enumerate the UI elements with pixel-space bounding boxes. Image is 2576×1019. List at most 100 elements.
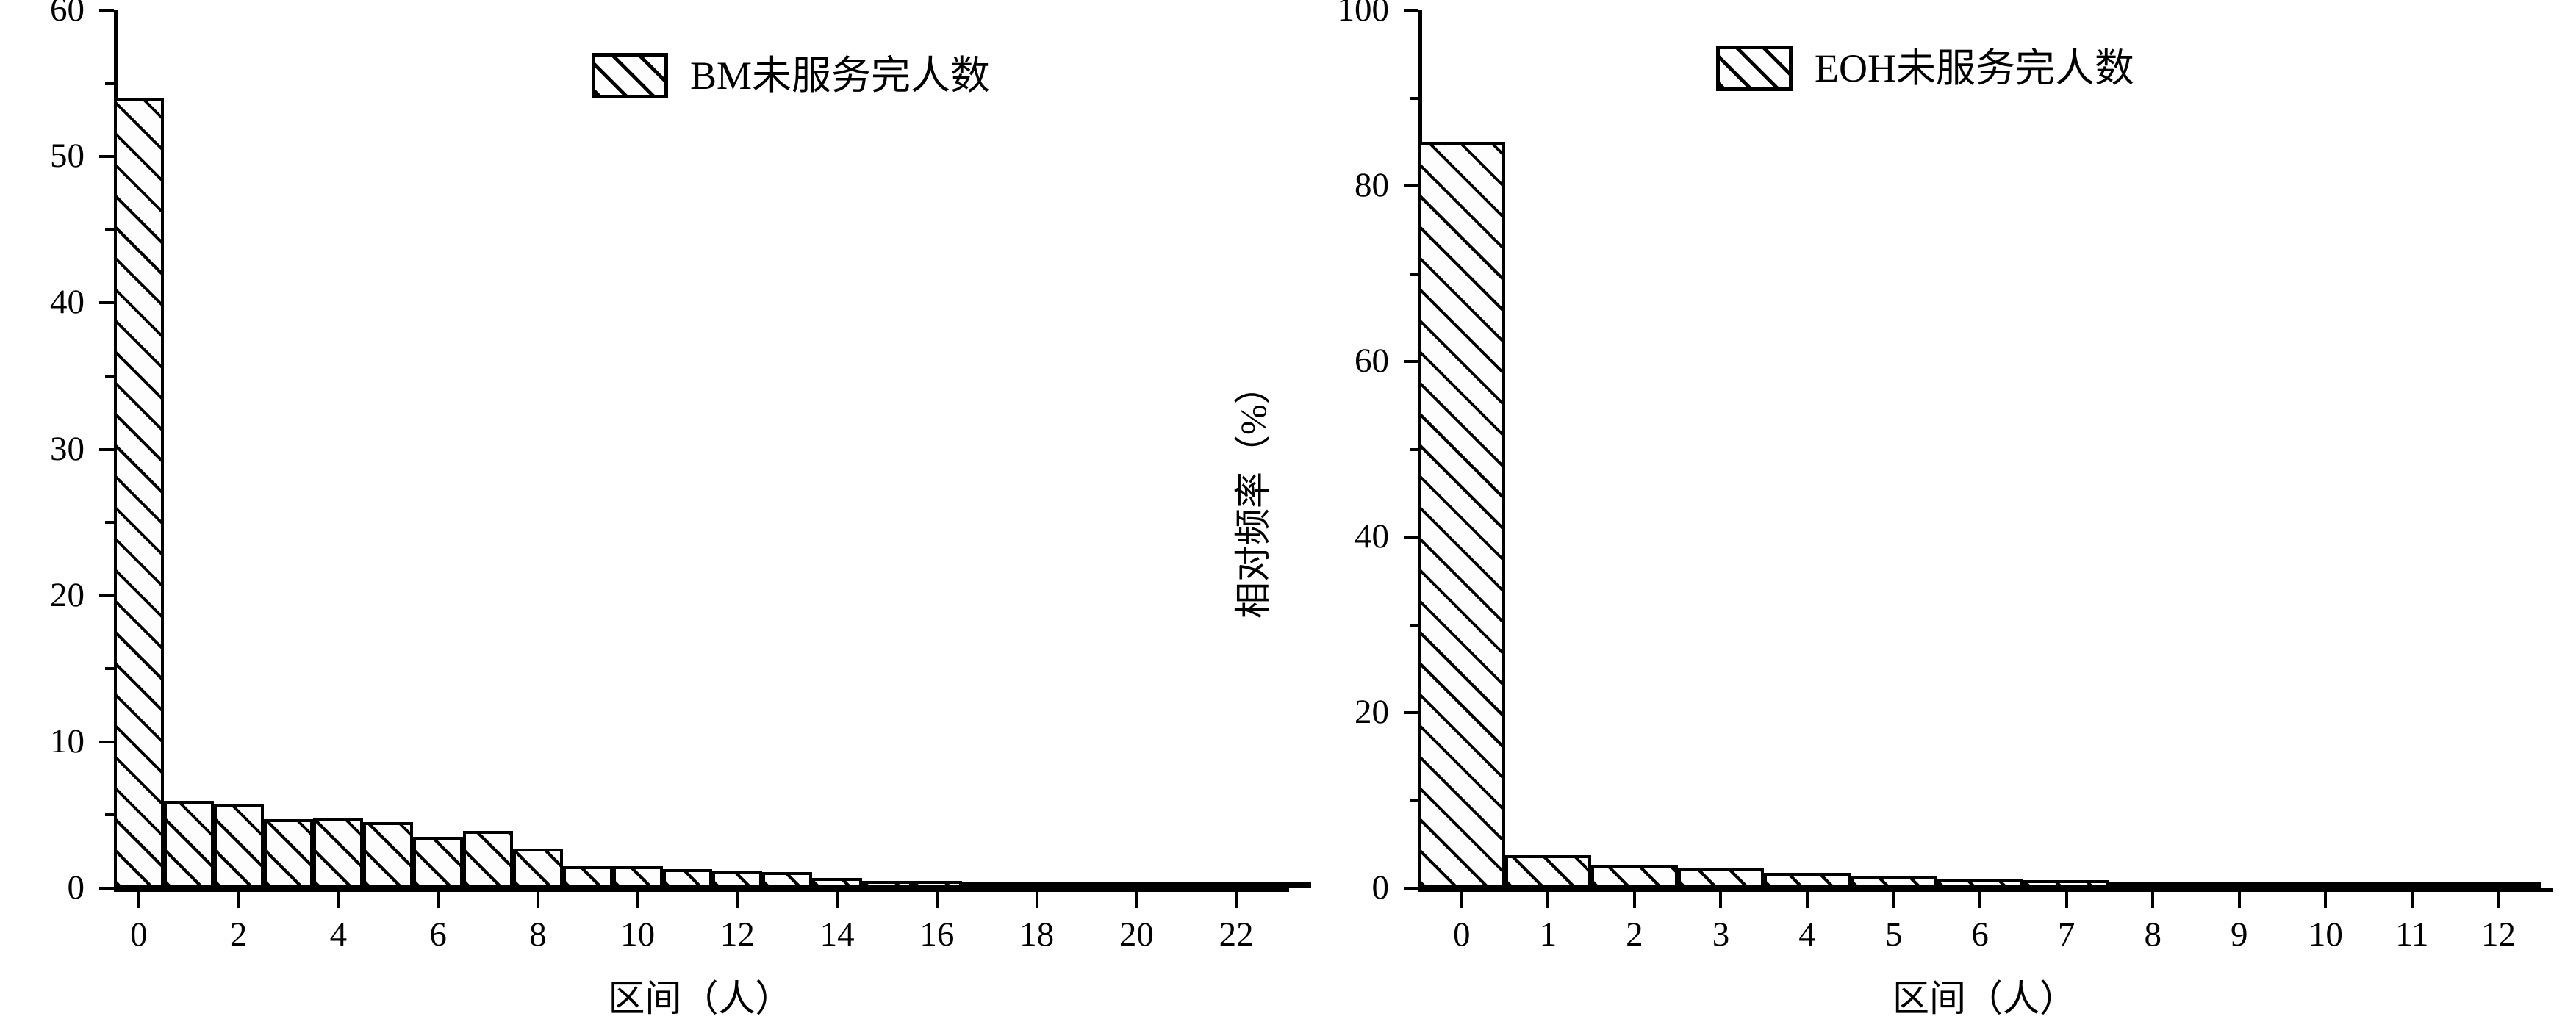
x-tick-label: 11 bbox=[2395, 915, 2429, 954]
y-tick-minor bbox=[105, 374, 114, 378]
y-tick-major bbox=[99, 155, 114, 159]
y-tick-major bbox=[1404, 536, 1418, 539]
bar bbox=[1677, 868, 1765, 888]
x-tick-major bbox=[536, 892, 539, 908]
bar bbox=[2109, 882, 2196, 888]
x-tick-label: 18 bbox=[1019, 915, 1055, 954]
bar bbox=[1161, 882, 1212, 888]
y-tick-major bbox=[1404, 360, 1418, 363]
bar bbox=[1850, 876, 1937, 888]
x-tick-label: 7 bbox=[2057, 915, 2075, 954]
x-tick-label: 1 bbox=[1539, 915, 1557, 954]
y-tick-minor bbox=[1410, 623, 1418, 627]
x-axis-title: 区间（人） bbox=[608, 978, 792, 1019]
x-tick-major bbox=[137, 892, 140, 908]
bar bbox=[2282, 882, 2369, 888]
bar bbox=[1011, 882, 1062, 888]
legend: EOH未服务完人数 bbox=[1716, 46, 2134, 91]
x-tick-label: 9 bbox=[2231, 915, 2248, 954]
y-tick-major bbox=[99, 594, 114, 597]
bar-series bbox=[114, 10, 1311, 888]
y-tick-major bbox=[1404, 9, 1418, 12]
y-tick-label: 50 bbox=[50, 137, 85, 176]
y-tick-label: 40 bbox=[1355, 517, 1389, 555]
x-tick-label: 20 bbox=[1119, 915, 1154, 954]
x-tick-major bbox=[636, 892, 639, 908]
x-tick-label: 12 bbox=[2480, 915, 2516, 954]
x-tick-major bbox=[337, 892, 340, 908]
bar bbox=[2196, 882, 2283, 888]
x-tick-major bbox=[2410, 892, 2414, 908]
x-tick-label: 22 bbox=[1219, 915, 1254, 954]
bar bbox=[213, 804, 264, 888]
legend-label: EOH未服务完人数 bbox=[1815, 46, 2134, 90]
bar bbox=[562, 866, 613, 888]
legend: BM未服务完人数 bbox=[592, 53, 990, 98]
legend-swatch-icon bbox=[592, 53, 668, 98]
y-tick-label: 100 bbox=[1337, 0, 1390, 29]
bar bbox=[762, 872, 813, 888]
plot-area: 0 20 40 60 80 100 0 1 2 3 4 5 6 7 8 9 10 11 12 区间（人） 相对频率（%）… bbox=[1233, 0, 2576, 1017]
bar bbox=[512, 849, 563, 888]
x-tick-label: 4 bbox=[1798, 915, 1816, 954]
y-tick-label: 0 bbox=[67, 868, 85, 907]
x-tick-major bbox=[1892, 892, 1895, 908]
x-tick-major bbox=[836, 892, 839, 908]
y-tick-minor bbox=[1410, 447, 1418, 451]
y-tick-label: 10 bbox=[50, 721, 85, 760]
x-tick-major bbox=[935, 892, 939, 908]
y-tick-minor bbox=[105, 813, 114, 817]
x-tick-major bbox=[1460, 892, 1463, 908]
bar bbox=[463, 831, 513, 888]
x-tick-label: 10 bbox=[2308, 915, 2343, 954]
x-tick-label: 8 bbox=[529, 915, 547, 954]
y-tick-major bbox=[99, 301, 114, 305]
x-tick-label: 6 bbox=[429, 915, 447, 954]
chart-panel-bm: 0 10 20 30 40 50 60 0 2 4 6 8 10 12 14 16 18 20 22 区间（人） 相对频… bbox=[0, 0, 1311, 1017]
x-tick-major bbox=[1978, 892, 1982, 908]
x-tick-label: 10 bbox=[620, 915, 656, 954]
x-tick-label: 2 bbox=[1626, 915, 1643, 954]
x-tick-label: 14 bbox=[819, 915, 855, 954]
x-tick-label: 6 bbox=[1971, 915, 1989, 954]
x-tick-label: 16 bbox=[919, 915, 955, 954]
y-tick-label: 20 bbox=[1355, 693, 1389, 731]
bar bbox=[911, 881, 962, 888]
bar bbox=[1261, 882, 1311, 888]
x-tick-major bbox=[437, 892, 440, 908]
bar bbox=[413, 837, 464, 888]
x-tick-major bbox=[237, 892, 240, 908]
y-tick-minor bbox=[1410, 799, 1418, 802]
y-tick-minor bbox=[105, 667, 114, 671]
x-tick-label: 3 bbox=[1712, 915, 1730, 954]
y-tick-minor bbox=[1410, 272, 1418, 276]
x-tick-label: 5 bbox=[1884, 915, 1903, 954]
x-tick-major bbox=[1806, 892, 1809, 908]
legend-label: BM未服务完人数 bbox=[690, 54, 991, 98]
bar bbox=[1061, 882, 1112, 888]
y-tick-label: 60 bbox=[50, 0, 85, 29]
x-axis-line bbox=[114, 888, 1289, 892]
bar bbox=[662, 869, 713, 888]
y-tick-label: 0 bbox=[1371, 868, 1390, 907]
y-tick-minor bbox=[1410, 96, 1418, 100]
bar bbox=[263, 819, 314, 888]
x-tick-label: 0 bbox=[130, 915, 148, 954]
bar bbox=[812, 878, 863, 888]
bar bbox=[1211, 882, 1262, 888]
x-tick-label: 4 bbox=[329, 915, 348, 954]
x-tick-label: 2 bbox=[229, 915, 248, 954]
x-tick-major bbox=[2064, 892, 2068, 908]
x-tick-major bbox=[1719, 892, 1723, 908]
x-axis-title: 区间（人） bbox=[1892, 978, 2076, 1019]
y-tick-minor bbox=[105, 82, 114, 85]
bar bbox=[2455, 882, 2542, 888]
x-tick-major bbox=[2237, 892, 2241, 908]
x-tick-major bbox=[1135, 892, 1138, 908]
bar bbox=[363, 822, 414, 888]
bar bbox=[114, 98, 164, 888]
y-tick-label: 40 bbox=[50, 283, 85, 322]
bar bbox=[1591, 865, 1678, 888]
x-tick-label: 8 bbox=[2144, 915, 2161, 954]
